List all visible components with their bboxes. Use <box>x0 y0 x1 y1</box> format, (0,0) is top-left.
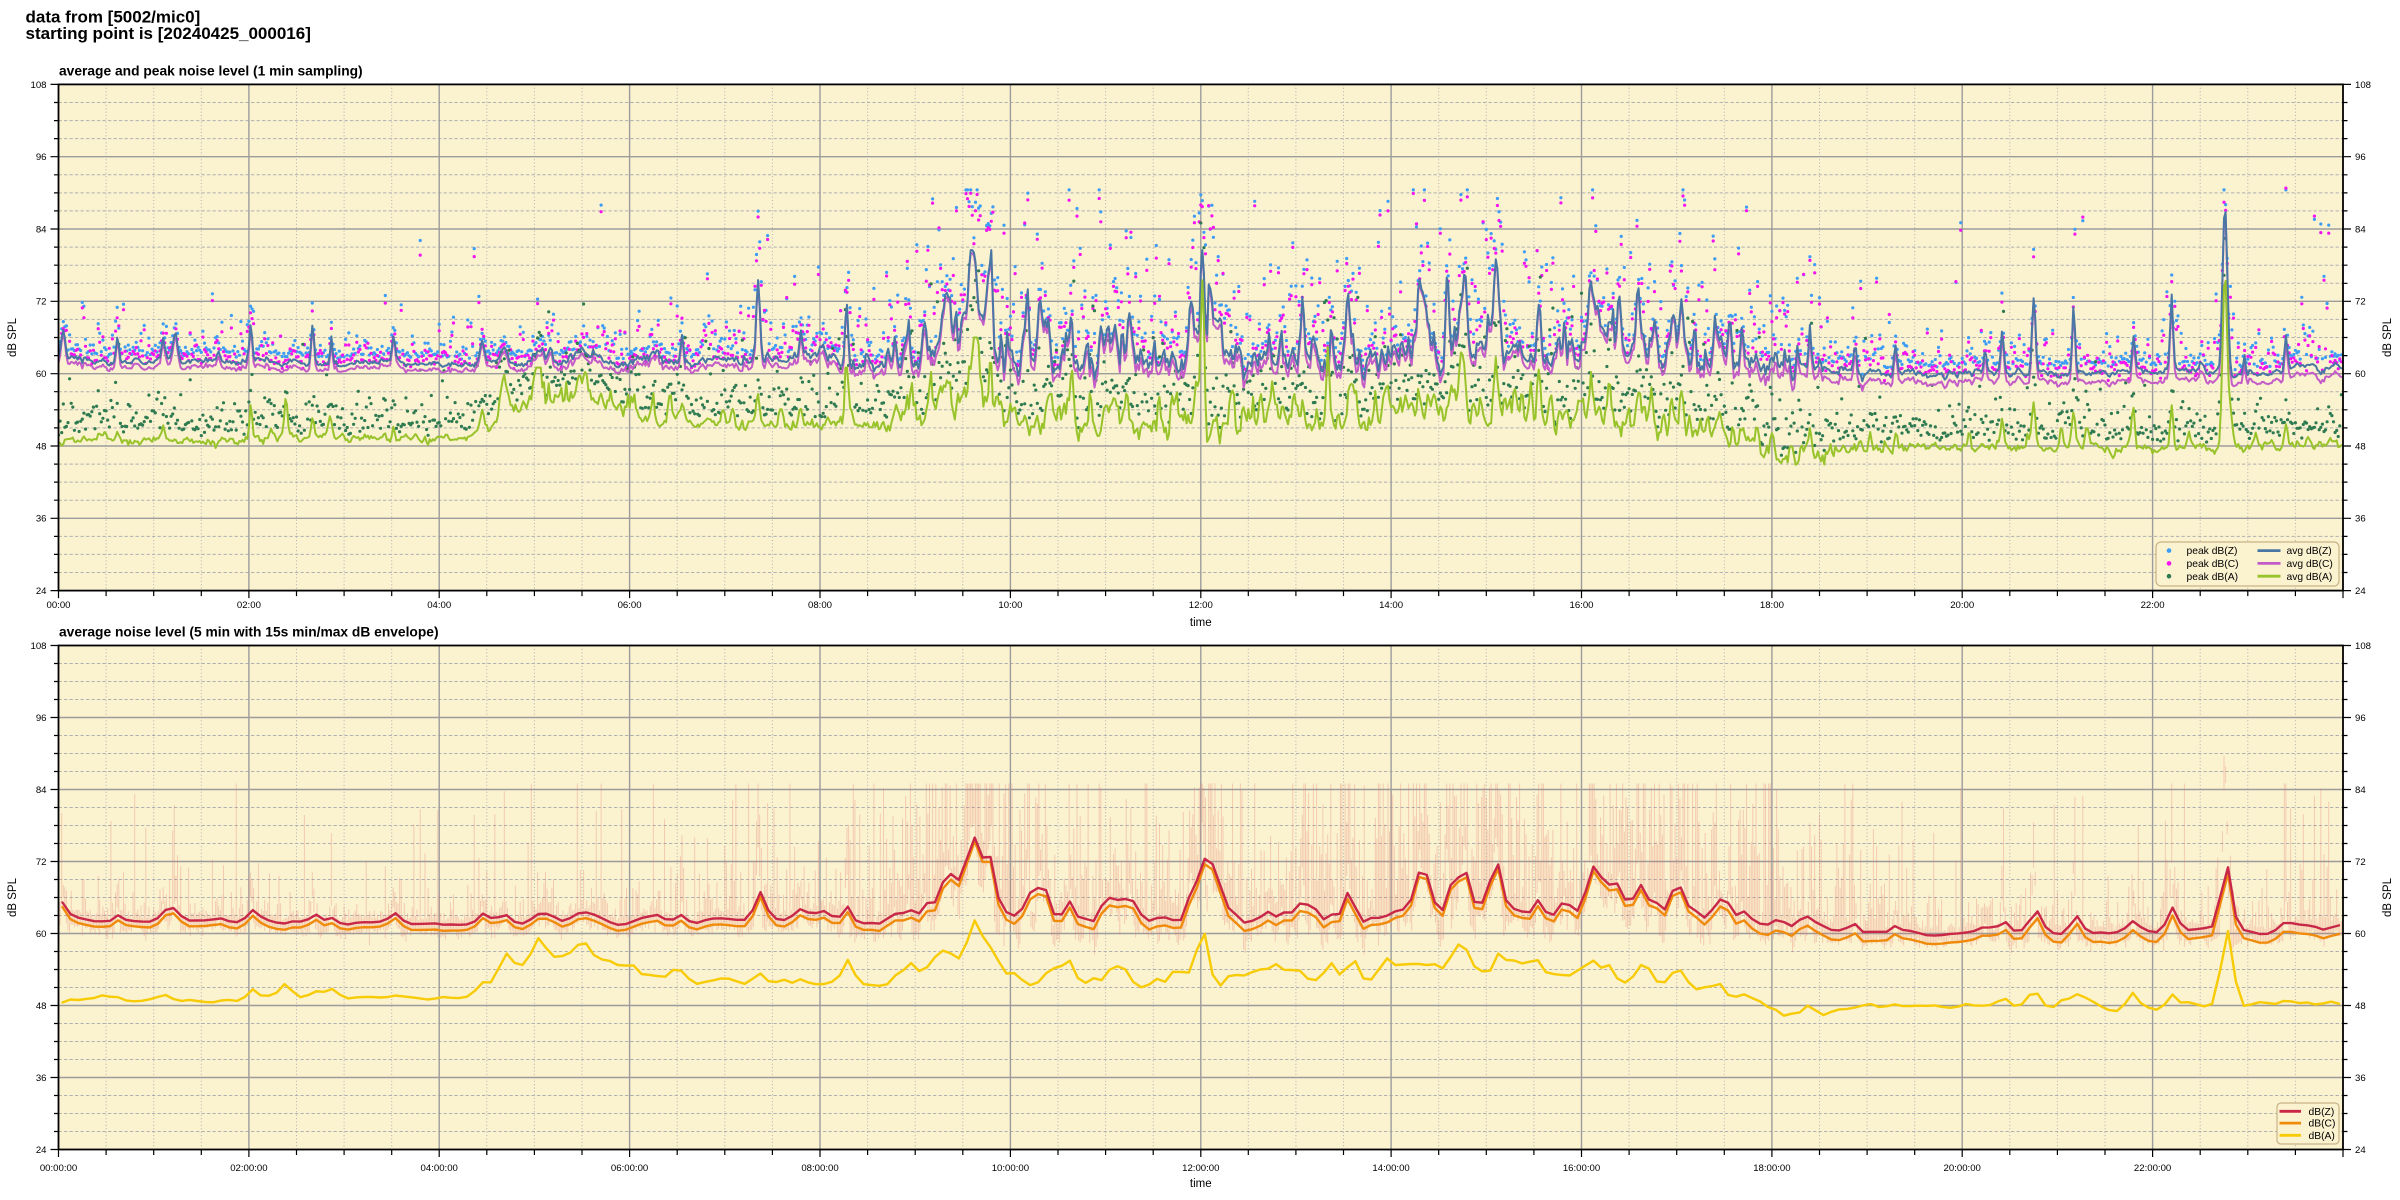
svg-text:04:00: 04:00 <box>427 600 451 611</box>
svg-text:96: 96 <box>36 152 47 163</box>
svg-text:14:00: 14:00 <box>1379 600 1403 611</box>
svg-text:84: 84 <box>36 224 47 235</box>
svg-text:72: 72 <box>2355 297 2366 308</box>
svg-text:24: 24 <box>36 1145 47 1156</box>
svg-text:02:00: 02:00 <box>237 600 261 611</box>
svg-text:108: 108 <box>30 641 46 652</box>
svg-text:36: 36 <box>2355 514 2366 525</box>
svg-text:24: 24 <box>2355 1145 2366 1156</box>
svg-text:time: time <box>1190 617 1212 629</box>
svg-text:time: time <box>1190 1178 1212 1190</box>
svg-text:20:00:00: 20:00:00 <box>1944 1163 1981 1174</box>
svg-text:06:00:00: 06:00:00 <box>611 1163 648 1174</box>
svg-text:08:00:00: 08:00:00 <box>801 1163 838 1174</box>
svg-text:dB SPL: dB SPL <box>7 317 19 357</box>
svg-text:dB SPL: dB SPL <box>7 877 19 917</box>
svg-text:24: 24 <box>36 586 47 597</box>
svg-text:avg dB(C): avg dB(C) <box>2287 559 2333 570</box>
svg-text:00:00:00: 00:00:00 <box>40 1163 77 1174</box>
svg-text:60: 60 <box>36 369 47 380</box>
svg-text:60: 60 <box>2355 369 2366 380</box>
svg-text:84: 84 <box>2355 785 2366 796</box>
svg-text:16:00: 16:00 <box>1569 600 1593 611</box>
svg-text:96: 96 <box>2355 152 2366 163</box>
svg-text:16:00:00: 16:00:00 <box>1563 1163 1600 1174</box>
svg-text:00:00: 00:00 <box>46 600 70 611</box>
svg-text:108: 108 <box>2355 641 2371 652</box>
svg-text:dB SPL: dB SPL <box>2382 877 2394 917</box>
svg-text:10:00: 10:00 <box>998 600 1022 611</box>
svg-text:10:00:00: 10:00:00 <box>992 1163 1029 1174</box>
svg-text:108: 108 <box>30 80 46 91</box>
svg-text:108: 108 <box>2355 80 2371 91</box>
svg-text:04:00:00: 04:00:00 <box>421 1163 458 1174</box>
svg-text:36: 36 <box>2355 1073 2366 1084</box>
svg-text:average noise level (5 min wit: average noise level (5 min with 15s min/… <box>59 625 439 640</box>
svg-text:average and peak noise level (: average and peak noise level (1 min samp… <box>59 64 363 79</box>
svg-text:60: 60 <box>2355 929 2366 940</box>
svg-text:36: 36 <box>36 514 47 525</box>
svg-text:dB(C): dB(C) <box>2309 1119 2336 1130</box>
svg-text:96: 96 <box>36 713 47 724</box>
svg-text:48: 48 <box>2355 1001 2366 1012</box>
svg-text:48: 48 <box>2355 441 2366 452</box>
svg-text:84: 84 <box>2355 224 2366 235</box>
svg-text:peak dB(Z): peak dB(Z) <box>2187 546 2238 557</box>
svg-text:60: 60 <box>36 929 47 940</box>
svg-text:data from [5002/mic0]: data from [5002/mic0] <box>26 8 201 27</box>
svg-text:02:00:00: 02:00:00 <box>230 1163 267 1174</box>
svg-text:18:00:00: 18:00:00 <box>1753 1163 1790 1174</box>
svg-text:84: 84 <box>36 785 47 796</box>
svg-text:48: 48 <box>36 441 47 452</box>
svg-text:06:00: 06:00 <box>618 600 642 611</box>
svg-text:avg dB(Z): avg dB(Z) <box>2287 546 2332 557</box>
svg-text:20:00: 20:00 <box>1950 600 1974 611</box>
svg-text:dB(Z): dB(Z) <box>2309 1107 2335 1118</box>
svg-text:96: 96 <box>2355 713 2366 724</box>
svg-text:72: 72 <box>36 857 47 868</box>
svg-text:48: 48 <box>36 1001 47 1012</box>
svg-text:peak dB(C): peak dB(C) <box>2187 559 2239 570</box>
svg-text:12:00:00: 12:00:00 <box>1182 1163 1219 1174</box>
svg-text:dB SPL: dB SPL <box>2382 317 2394 357</box>
svg-text:36: 36 <box>36 1073 47 1084</box>
svg-text:starting point is [20240425_00: starting point is [20240425_000016] <box>26 24 311 43</box>
svg-text:18:00: 18:00 <box>1760 600 1784 611</box>
svg-text:peak dB(A): peak dB(A) <box>2187 572 2239 583</box>
svg-text:12:00: 12:00 <box>1189 600 1213 611</box>
svg-text:22:00: 22:00 <box>2141 600 2165 611</box>
svg-text:24: 24 <box>2355 586 2366 597</box>
svg-text:dB(A): dB(A) <box>2309 1131 2335 1142</box>
svg-text:22:00:00: 22:00:00 <box>2134 1163 2171 1174</box>
svg-text:avg dB(A): avg dB(A) <box>2287 572 2333 583</box>
svg-text:08:00: 08:00 <box>808 600 832 611</box>
svg-text:14:00:00: 14:00:00 <box>1372 1163 1409 1174</box>
svg-text:72: 72 <box>2355 857 2366 868</box>
svg-text:72: 72 <box>36 297 47 308</box>
